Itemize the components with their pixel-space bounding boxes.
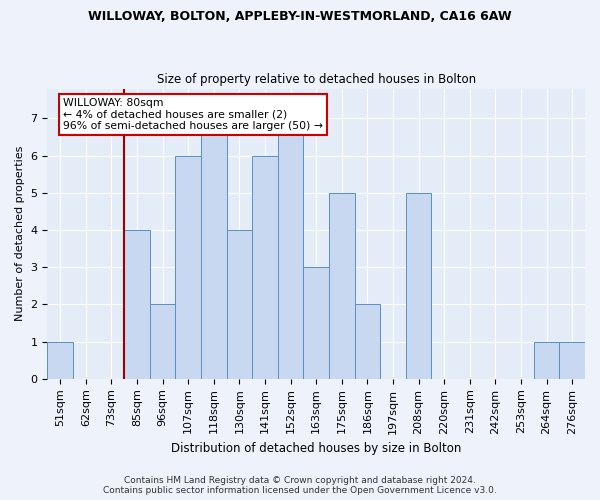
Text: WILLOWAY: 80sqm
← 4% of detached houses are smaller (2)
96% of semi-detached hou: WILLOWAY: 80sqm ← 4% of detached houses … xyxy=(63,98,323,131)
Bar xyxy=(150,304,175,379)
Title: Size of property relative to detached houses in Bolton: Size of property relative to detached ho… xyxy=(157,73,476,86)
Bar xyxy=(329,193,355,379)
Bar xyxy=(278,118,304,379)
Bar xyxy=(304,267,329,379)
Bar xyxy=(227,230,252,379)
Bar xyxy=(47,342,73,379)
Y-axis label: Number of detached properties: Number of detached properties xyxy=(15,146,25,322)
X-axis label: Distribution of detached houses by size in Bolton: Distribution of detached houses by size … xyxy=(171,442,461,455)
Bar xyxy=(534,342,559,379)
Bar xyxy=(175,156,201,379)
Bar xyxy=(201,118,227,379)
Bar xyxy=(124,230,150,379)
Text: WILLOWAY, BOLTON, APPLEBY-IN-WESTMORLAND, CA16 6AW: WILLOWAY, BOLTON, APPLEBY-IN-WESTMORLAND… xyxy=(88,10,512,23)
Text: Contains HM Land Registry data © Crown copyright and database right 2024.
Contai: Contains HM Land Registry data © Crown c… xyxy=(103,476,497,495)
Bar xyxy=(406,193,431,379)
Bar xyxy=(252,156,278,379)
Bar xyxy=(355,304,380,379)
Bar xyxy=(559,342,585,379)
